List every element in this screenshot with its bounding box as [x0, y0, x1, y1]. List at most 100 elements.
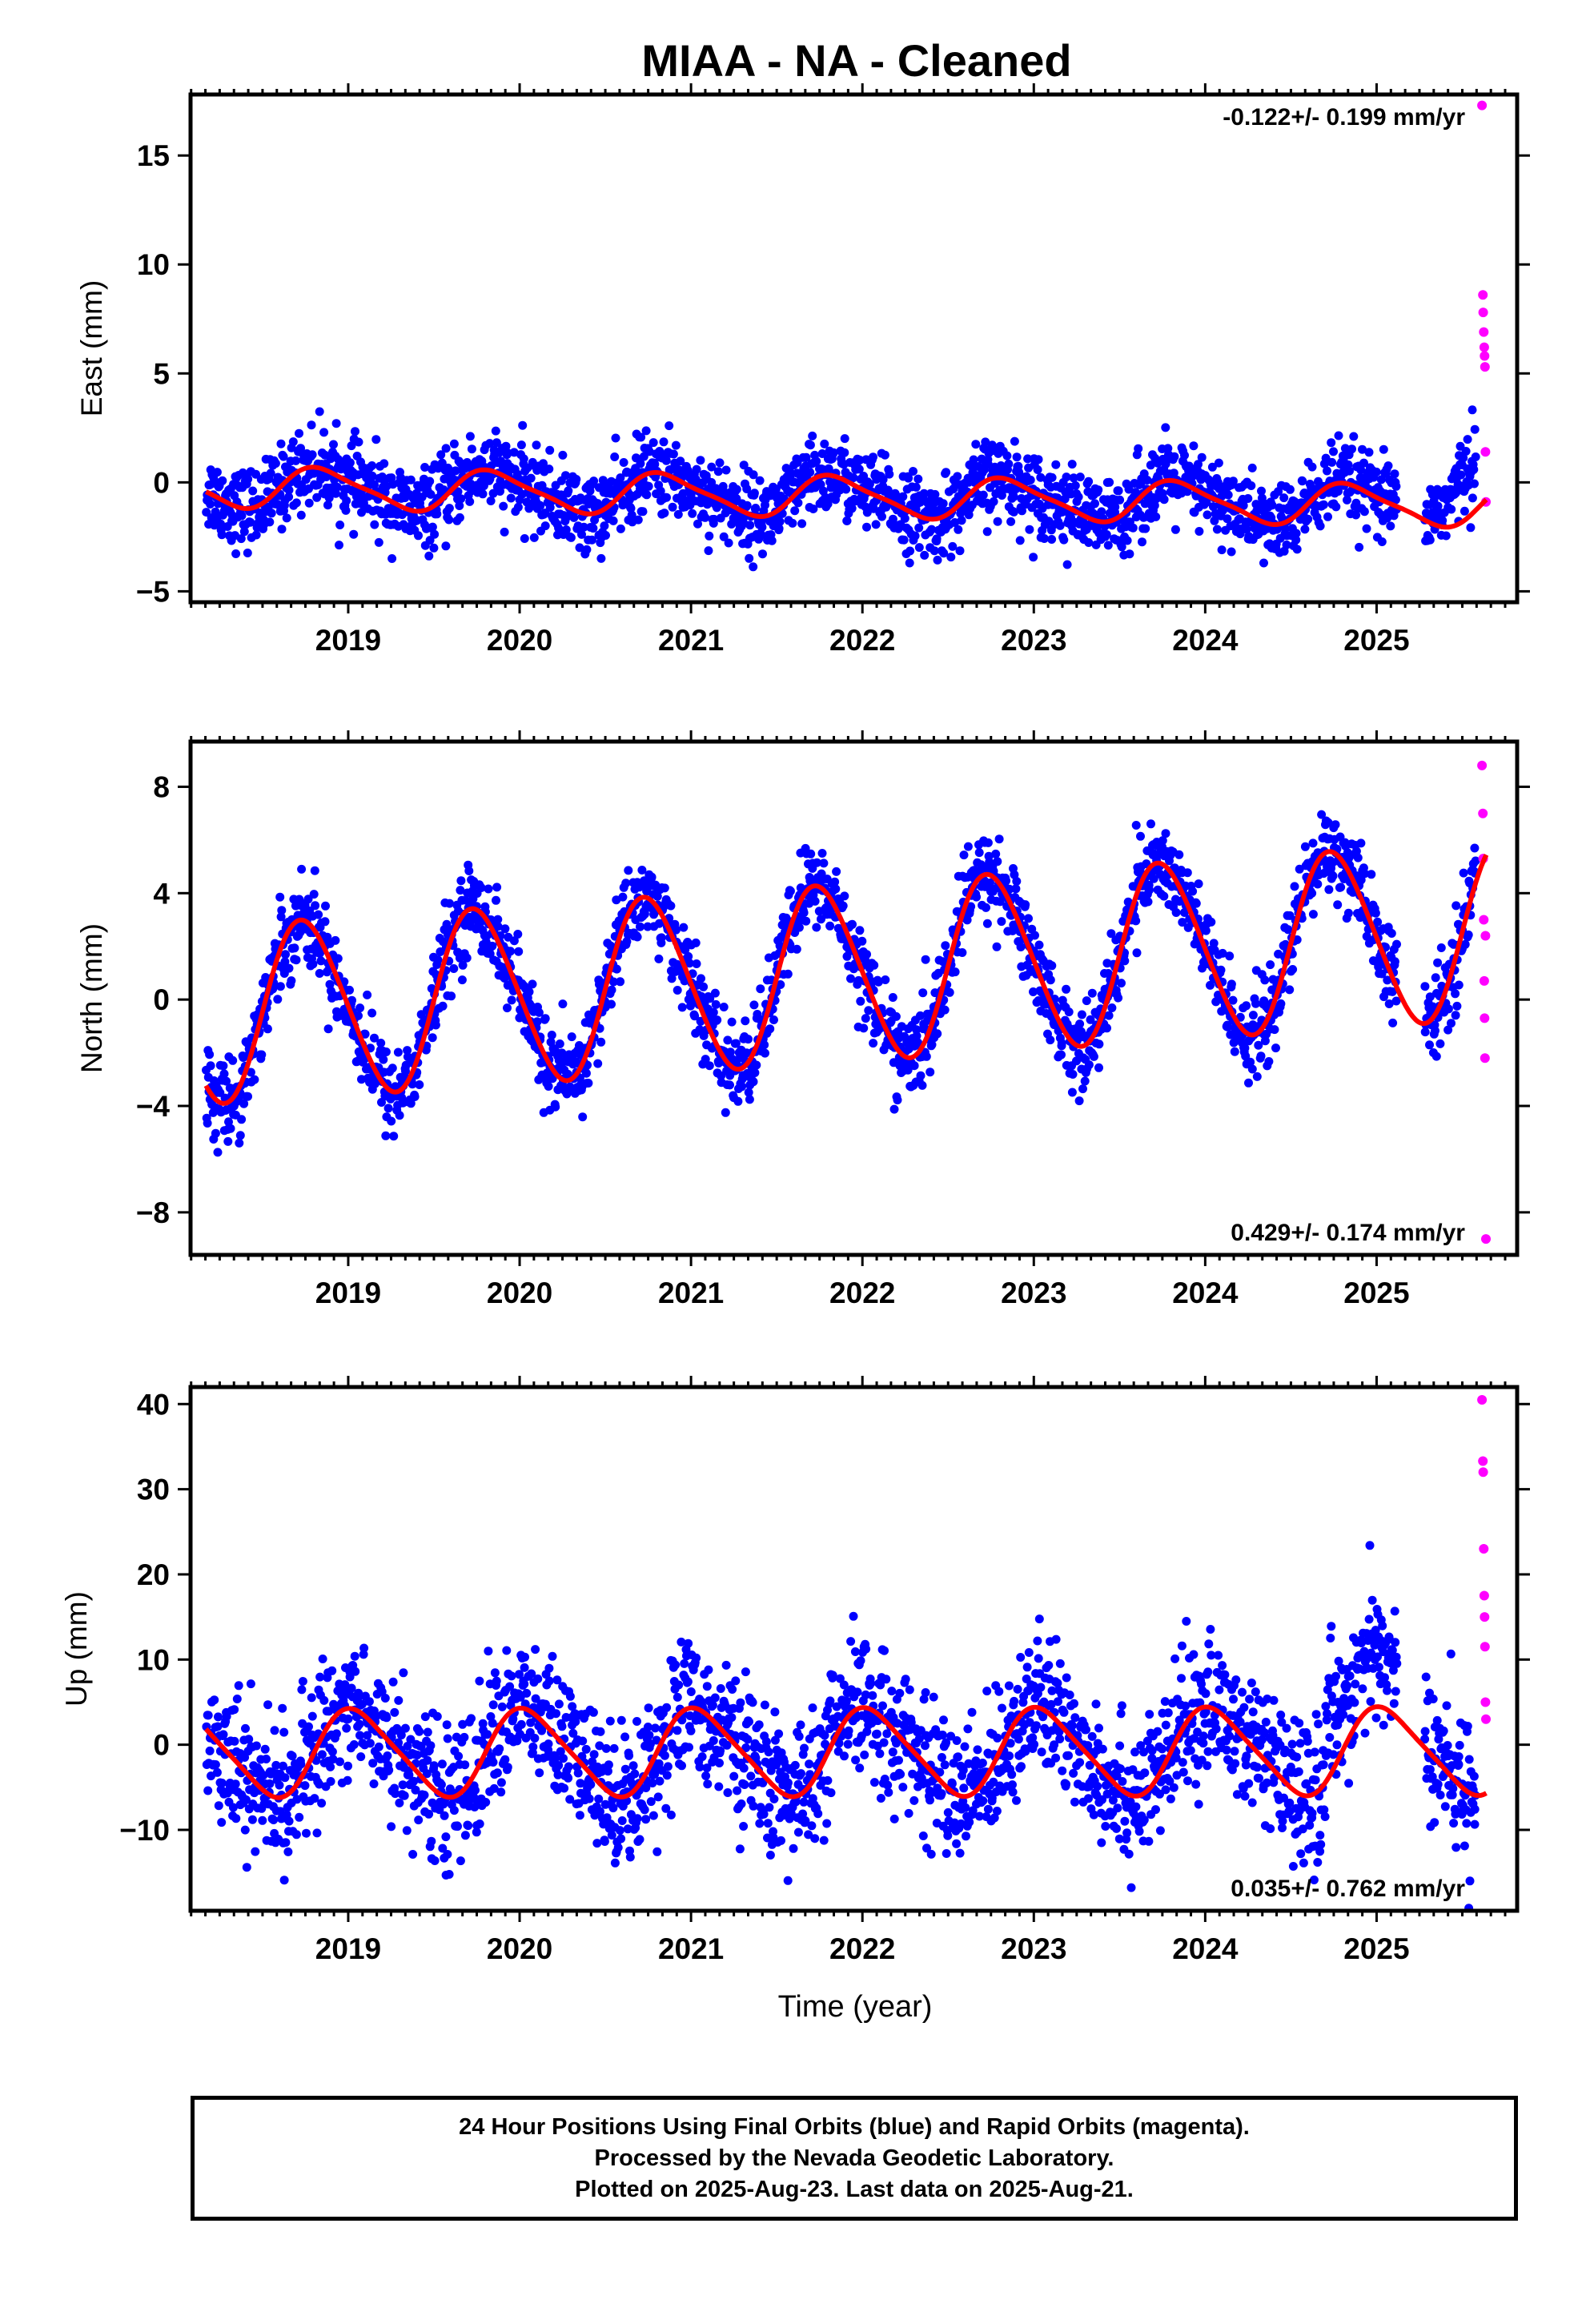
final-orbit-point — [355, 1003, 365, 1013]
final-orbit-point — [1447, 1019, 1456, 1028]
final-orbit-point — [231, 549, 241, 558]
x-tick-label: 2019 — [315, 1277, 381, 1309]
final-orbit-point — [325, 979, 335, 989]
final-orbit-point — [1288, 965, 1298, 974]
final-orbit-point — [1206, 980, 1215, 990]
final-orbit-point — [823, 499, 833, 509]
final-orbit-point — [846, 974, 855, 983]
final-orbit-point — [930, 489, 940, 499]
final-orbit-point — [1461, 447, 1471, 456]
final-orbit-point — [865, 480, 874, 489]
final-orbit-point — [420, 463, 430, 472]
final-orbit-point — [588, 524, 598, 533]
final-orbit-point — [765, 1024, 775, 1034]
final-orbit-point — [991, 849, 1001, 858]
final-orbit-point — [1120, 956, 1130, 966]
final-orbit-point — [705, 1061, 714, 1071]
final-orbit-point — [219, 1730, 228, 1739]
final-orbit-point — [357, 1075, 366, 1084]
final-orbit-point — [847, 504, 857, 513]
final-orbit-point — [940, 1005, 950, 1015]
final-orbit-point — [279, 1727, 289, 1737]
final-orbit-point — [279, 452, 288, 461]
final-orbit-point — [251, 530, 261, 540]
final-orbit-point — [217, 1779, 227, 1787]
final-orbit-point — [275, 982, 285, 991]
final-orbit-point — [287, 1751, 297, 1761]
final-orbit-point — [881, 975, 890, 984]
final-orbit-point — [534, 1007, 544, 1017]
final-orbit-point — [1420, 1027, 1430, 1037]
final-orbit-point — [296, 1759, 306, 1769]
final-orbit-point — [1240, 1043, 1250, 1053]
final-orbit-point — [1356, 465, 1366, 475]
final-orbit-point — [699, 982, 709, 991]
final-orbit-point — [1097, 507, 1106, 517]
final-orbit-point — [370, 520, 379, 529]
final-orbit-point — [544, 1082, 553, 1091]
final-orbit-point — [276, 912, 286, 922]
final-orbit-point — [1188, 887, 1198, 896]
final-orbit-point — [371, 435, 381, 444]
final-orbit-point — [957, 516, 966, 525]
final-orbit-point — [1464, 930, 1473, 939]
final-orbit-point — [1026, 475, 1035, 485]
final-orbit-point — [1004, 459, 1014, 468]
final-orbit-point — [267, 509, 276, 518]
final-orbit-point — [756, 984, 765, 994]
final-orbit-point — [302, 1828, 311, 1838]
final-orbit-point — [916, 1011, 925, 1020]
final-orbit-point — [467, 444, 476, 454]
final-orbit-point — [410, 1092, 420, 1101]
final-orbit-point — [889, 1104, 899, 1114]
final-orbit-point — [1242, 1001, 1251, 1011]
final-orbit-point — [492, 895, 500, 905]
final-orbit-point — [1270, 1025, 1279, 1035]
final-orbit-point — [376, 1039, 386, 1047]
rapid-orbit-point — [1481, 1234, 1491, 1244]
final-orbit-point — [1291, 535, 1301, 545]
final-orbit-point — [1313, 879, 1323, 889]
final-orbit-point — [1030, 931, 1039, 940]
final-orbit-point — [838, 901, 848, 911]
final-orbit-point — [673, 986, 682, 995]
final-orbit-point — [1436, 943, 1446, 952]
final-orbit-point — [921, 1051, 931, 1061]
final-orbit-point — [1247, 1064, 1257, 1074]
final-orbit-point — [705, 531, 714, 541]
final-orbit-point — [315, 407, 324, 416]
final-orbit-point — [1159, 495, 1169, 505]
final-orbit-point — [705, 994, 715, 1003]
final-orbit-point — [1283, 925, 1293, 935]
final-orbit-point — [430, 529, 440, 539]
final-orbit-point — [1046, 975, 1055, 985]
final-orbit-point — [332, 482, 342, 492]
final-orbit-point — [824, 464, 833, 473]
final-orbit-point — [1242, 525, 1251, 534]
y-tick-label: 0 — [153, 466, 170, 499]
final-orbit-point — [1340, 444, 1350, 453]
final-orbit-point — [1074, 1096, 1084, 1106]
final-orbit-point — [1452, 1001, 1462, 1011]
final-orbit-point — [257, 1050, 267, 1059]
final-orbit-point — [636, 459, 645, 468]
final-orbit-point — [774, 524, 784, 533]
rapid-orbit-point — [1480, 362, 1490, 372]
final-orbit-point — [1110, 502, 1120, 512]
final-orbit-point — [1377, 969, 1387, 979]
final-orbit-point — [1114, 486, 1123, 496]
final-orbit-point — [891, 1011, 901, 1021]
final-orbit-point — [1009, 492, 1018, 501]
final-orbit-point — [1459, 868, 1468, 878]
final-orbit-point — [1067, 1088, 1077, 1097]
final-orbit-point — [514, 947, 524, 956]
final-orbit-point — [428, 1033, 437, 1043]
final-orbit-point — [616, 524, 625, 533]
final-orbit-point — [799, 908, 809, 918]
final-orbit-point — [744, 1088, 753, 1097]
final-orbit-point — [701, 513, 710, 522]
final-orbit-point — [1151, 512, 1161, 521]
final-orbit-point — [1146, 460, 1155, 470]
final-orbit-point — [1466, 523, 1476, 533]
final-orbit-point — [415, 1080, 424, 1089]
